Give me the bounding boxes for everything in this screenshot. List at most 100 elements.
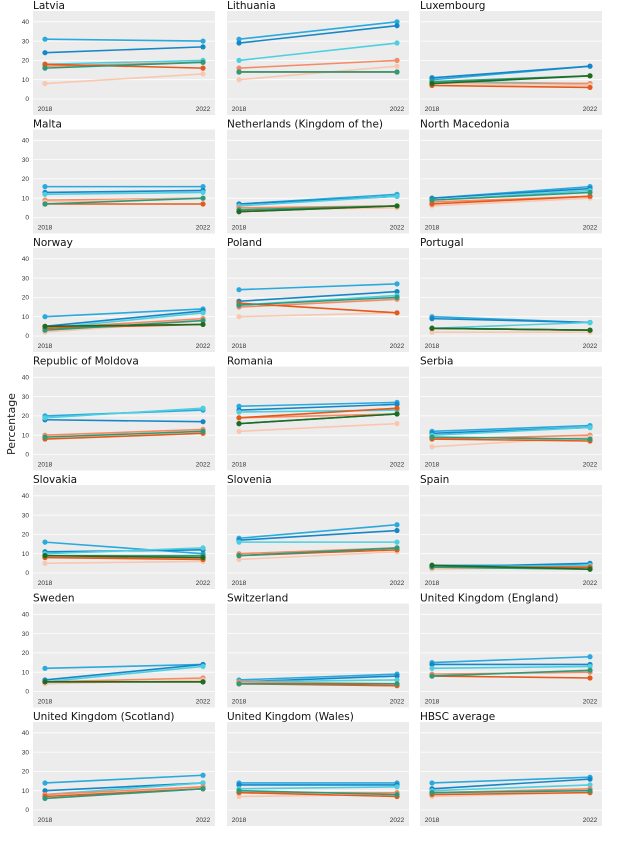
data-point — [200, 554, 206, 561]
data-point — [200, 38, 206, 44]
series-line — [238, 413, 398, 419]
series-line — [238, 789, 398, 796]
series-line — [238, 296, 398, 306]
series-line — [44, 787, 204, 800]
series-line — [431, 655, 591, 664]
panel-title: Spain — [420, 474, 449, 486]
series-line — [431, 82, 591, 87]
panel-title: Luxembourg — [420, 0, 485, 12]
data-point — [42, 415, 48, 421]
data-point — [200, 321, 206, 328]
data-point — [587, 566, 593, 572]
data-point — [429, 444, 435, 450]
data-point — [429, 780, 435, 786]
panel-background — [420, 603, 602, 708]
series-line — [238, 791, 398, 798]
data-point — [587, 63, 593, 69]
series-line — [44, 774, 204, 784]
y-tick-label: 30 — [22, 275, 30, 282]
panel: United Kingdom (England) 2018 2022 — [420, 593, 602, 708]
panel-title: North Macedonia — [420, 119, 510, 131]
series-line — [238, 20, 398, 40]
data-point — [236, 209, 242, 215]
x-tick-label: 2022 — [390, 225, 405, 232]
panel-title: Switzerland — [227, 593, 288, 605]
x-tick-label: 2022 — [196, 225, 211, 232]
series-line — [44, 197, 204, 205]
data-point — [587, 667, 593, 673]
data-point — [200, 317, 206, 324]
panel-title: United Kingdom (Scotland) — [33, 711, 174, 723]
data-point — [200, 195, 206, 201]
data-point — [42, 553, 48, 559]
data-point — [394, 294, 400, 300]
data-point — [394, 421, 400, 427]
series-line — [44, 323, 204, 328]
x-tick-label: 2018 — [38, 699, 53, 706]
data-point — [587, 436, 593, 442]
y-tick-label: 20 — [22, 413, 30, 420]
panel-title: Malta — [33, 119, 62, 131]
data-point — [200, 545, 206, 551]
panel-background — [33, 485, 215, 589]
data-point — [587, 73, 593, 79]
data-point — [394, 63, 400, 69]
panel-title: United Kingdom (Wales) — [227, 711, 354, 723]
data-point — [236, 36, 242, 42]
data-point — [200, 44, 206, 50]
y-tick-label: 10 — [22, 314, 30, 321]
data-point — [236, 69, 242, 75]
panel-background — [33, 129, 215, 234]
y-tick-label: 0 — [25, 333, 29, 340]
y-tick-label: 30 — [22, 749, 30, 756]
x-tick-label: 2022 — [196, 817, 211, 824]
data-point — [394, 23, 400, 29]
data-point — [236, 788, 242, 794]
x-tick-label: 2018 — [38, 343, 53, 350]
series-line — [238, 793, 398, 798]
panel: United Kingdom (Wales) 2018 2022 — [227, 711, 409, 826]
data-point — [42, 61, 48, 67]
panel-background — [420, 129, 602, 234]
series-line — [44, 554, 204, 559]
panel-background — [227, 603, 409, 708]
data-point — [394, 539, 400, 545]
data-point — [587, 776, 593, 782]
data-point — [394, 203, 400, 209]
series-line — [44, 189, 204, 194]
series-line — [238, 673, 398, 681]
panel-background — [227, 129, 409, 234]
series-line — [44, 191, 204, 196]
data-point — [42, 65, 48, 71]
data-point — [200, 310, 206, 316]
panel-title: Slovenia — [227, 474, 272, 486]
data-point — [42, 539, 48, 545]
data-point — [587, 193, 593, 199]
series-line — [44, 432, 204, 440]
y-tick-label: 0 — [25, 807, 29, 814]
panel-background — [420, 722, 602, 826]
series-line — [431, 776, 591, 784]
data-point — [42, 191, 48, 197]
data-point — [42, 50, 48, 56]
x-tick-label: 2022 — [196, 699, 211, 706]
data-point — [394, 545, 400, 551]
data-point — [394, 411, 400, 417]
series-line — [238, 401, 398, 408]
x-tick-label: 2022 — [583, 580, 598, 587]
panel-background — [420, 248, 602, 352]
series-line — [431, 436, 591, 440]
data-point — [200, 772, 206, 778]
series-line — [238, 550, 398, 561]
x-tick-label: 2022 — [583, 699, 598, 706]
series-line — [44, 663, 204, 681]
series-line — [238, 290, 398, 303]
x-tick-label: 2018 — [232, 817, 247, 824]
data-point — [587, 319, 593, 326]
panel-background — [33, 722, 215, 826]
series-line — [44, 428, 204, 436]
data-point — [429, 197, 435, 203]
series-line — [238, 413, 398, 425]
series-line — [44, 560, 204, 565]
